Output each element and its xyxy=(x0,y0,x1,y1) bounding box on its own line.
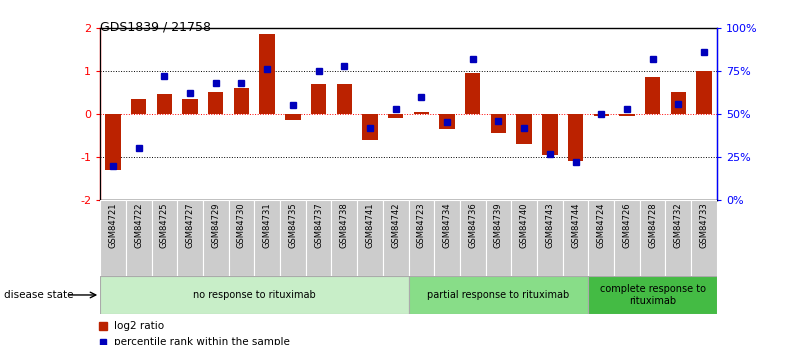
Bar xyxy=(151,200,177,276)
Bar xyxy=(696,71,712,114)
Bar xyxy=(594,114,609,116)
Bar xyxy=(511,200,537,276)
Text: GDS1839 / 21758: GDS1839 / 21758 xyxy=(100,21,211,34)
Text: GSM84744: GSM84744 xyxy=(571,203,580,248)
Text: complete response to
rituximab: complete response to rituximab xyxy=(600,284,706,306)
Bar xyxy=(131,99,147,114)
Text: GSM84730: GSM84730 xyxy=(237,203,246,248)
Bar xyxy=(388,114,404,118)
Text: GSM84723: GSM84723 xyxy=(417,203,426,248)
Bar xyxy=(336,84,352,114)
Text: GSM84737: GSM84737 xyxy=(314,203,323,248)
Bar xyxy=(670,92,686,114)
Text: GSM84726: GSM84726 xyxy=(622,203,631,248)
Bar xyxy=(413,112,429,114)
Bar xyxy=(183,99,198,114)
Text: GSM84727: GSM84727 xyxy=(186,203,195,248)
Bar xyxy=(203,200,228,276)
Bar xyxy=(126,200,151,276)
Text: GSM84739: GSM84739 xyxy=(494,203,503,248)
Text: GSM84721: GSM84721 xyxy=(108,203,118,248)
Bar xyxy=(105,114,121,170)
Text: no response to rituximab: no response to rituximab xyxy=(193,290,316,300)
Bar xyxy=(465,73,481,114)
Bar xyxy=(640,200,666,276)
Bar xyxy=(255,200,280,276)
Text: GSM84741: GSM84741 xyxy=(365,203,374,248)
Bar xyxy=(666,200,691,276)
Text: GSM84731: GSM84731 xyxy=(263,203,272,248)
Bar xyxy=(228,200,254,276)
Bar xyxy=(157,95,172,114)
Text: GSM84734: GSM84734 xyxy=(443,203,452,248)
Text: GSM84736: GSM84736 xyxy=(469,203,477,248)
Bar xyxy=(460,200,485,276)
Bar xyxy=(589,276,717,314)
Bar xyxy=(562,200,589,276)
Bar xyxy=(285,114,300,120)
Bar xyxy=(434,200,460,276)
Bar xyxy=(537,200,562,276)
Bar xyxy=(614,200,640,276)
Text: GSM84735: GSM84735 xyxy=(288,203,297,248)
Text: GSM84738: GSM84738 xyxy=(340,203,348,248)
Bar xyxy=(280,200,306,276)
Bar xyxy=(691,200,717,276)
Bar xyxy=(409,200,434,276)
Bar xyxy=(234,88,249,114)
Bar xyxy=(332,200,357,276)
Bar xyxy=(260,34,275,114)
Text: disease state: disease state xyxy=(4,290,74,300)
Text: GSM84732: GSM84732 xyxy=(674,203,682,248)
Bar xyxy=(409,276,589,314)
Text: GSM84743: GSM84743 xyxy=(545,203,554,248)
Text: GSM84724: GSM84724 xyxy=(597,203,606,248)
Bar xyxy=(542,114,557,155)
Bar xyxy=(439,114,455,129)
Bar xyxy=(589,200,614,276)
Text: log2 ratio: log2 ratio xyxy=(114,321,164,331)
Text: GSM84740: GSM84740 xyxy=(520,203,529,248)
Text: GSM84729: GSM84729 xyxy=(211,203,220,248)
Text: GSM84728: GSM84728 xyxy=(648,203,657,248)
Bar xyxy=(100,200,126,276)
Bar xyxy=(100,276,409,314)
Bar xyxy=(208,92,223,114)
Text: percentile rank within the sample: percentile rank within the sample xyxy=(114,337,290,345)
Bar xyxy=(306,200,332,276)
Bar xyxy=(357,200,383,276)
Bar xyxy=(311,84,326,114)
Text: GSM84722: GSM84722 xyxy=(135,203,143,248)
Bar xyxy=(383,200,409,276)
Bar xyxy=(362,114,377,140)
Bar xyxy=(645,77,660,114)
Bar xyxy=(485,200,511,276)
Text: GSM84733: GSM84733 xyxy=(699,203,709,248)
Bar xyxy=(619,114,634,116)
Text: GSM84742: GSM84742 xyxy=(391,203,400,248)
Bar xyxy=(568,114,583,161)
Text: GSM84725: GSM84725 xyxy=(160,203,169,248)
Bar xyxy=(517,114,532,144)
Bar xyxy=(491,114,506,133)
Bar xyxy=(177,200,203,276)
Text: partial response to rituximab: partial response to rituximab xyxy=(427,290,570,300)
